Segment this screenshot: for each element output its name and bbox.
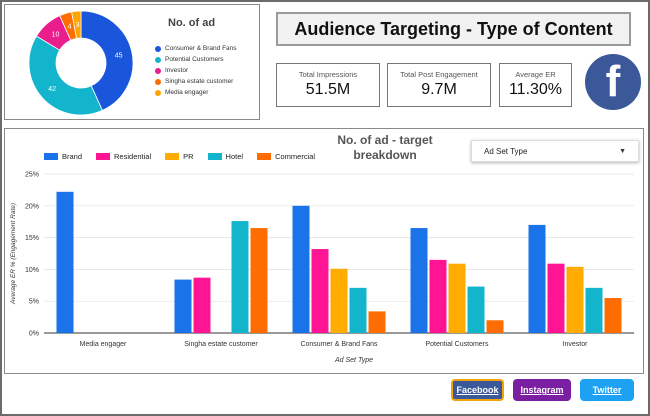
dropdown-label: Ad Set Type — [484, 146, 528, 156]
kpi-value: 11.30% — [508, 81, 563, 98]
donut-legend: Consumer & Brand Fans Potential Customers… — [155, 43, 237, 98]
legend-swatch — [155, 89, 161, 96]
bar-legend-item: Hotel — [207, 152, 244, 161]
donut-legend-item: Media engager — [155, 87, 237, 98]
bar — [528, 224, 546, 333]
legend-label: PR — [183, 152, 194, 161]
donut-legend-item: Singha estate customer — [155, 76, 237, 87]
y-tick-label: 5% — [29, 299, 39, 306]
x-tick-label: Investor — [563, 341, 589, 348]
bar — [585, 287, 603, 333]
legend-label: Brand — [62, 152, 83, 161]
bar — [410, 228, 428, 333]
bar — [429, 259, 447, 333]
bar-legend-item: Brand — [44, 152, 82, 161]
bar-legend-item: Commercial — [257, 152, 315, 161]
donut-title: No. of ad — [168, 17, 216, 29]
facebook-button[interactable]: Facebook — [451, 379, 504, 401]
y-tick-label: 20% — [25, 203, 39, 210]
chart-title-line: breakdown — [353, 148, 417, 162]
chevron-down-icon: ▼ — [619, 148, 626, 155]
legend-swatch — [257, 153, 272, 160]
bar — [231, 221, 249, 333]
bar-chart-legend: Brand Residential PR Hotel Commercial — [44, 152, 329, 161]
bar — [486, 320, 504, 333]
bar — [174, 279, 192, 333]
legend-label: Media engager — [165, 89, 209, 96]
legend-swatch — [207, 153, 222, 160]
kpi-label: Total Post Engagement — [400, 70, 478, 79]
legend-swatch — [155, 56, 161, 63]
bar — [547, 263, 565, 333]
legend-label: Hotel — [225, 152, 244, 161]
y-tick-label: 25% — [25, 172, 39, 179]
y-tick-label: 15% — [25, 235, 39, 242]
donut-legend-item: Consumer & Brand Fans — [155, 43, 237, 54]
legend-label: Potential Customers — [165, 56, 224, 63]
kpi-total-impressions: Total Impressions 51.5M — [276, 63, 380, 107]
x-tick-label: Potential Customers — [425, 341, 489, 348]
x-axis-label: Ad Set Type — [334, 357, 373, 364]
bar — [250, 228, 268, 333]
legend-label: Consumer & Brand Fans — [165, 45, 237, 52]
donut-slice-label: 42 — [48, 86, 56, 93]
bar — [311, 249, 329, 333]
bar — [368, 311, 386, 333]
x-tick-label: Consumer & Brand Fans — [300, 341, 378, 348]
legend-label: Residential — [114, 152, 152, 161]
donut-slice-label: 3 — [76, 22, 80, 29]
donut-legend-item: Investor — [155, 65, 237, 76]
ad-set-type-dropdown[interactable]: Ad Set Type ▼ — [471, 140, 639, 162]
kpi-value: 9.7M — [421, 81, 457, 98]
bar — [193, 277, 211, 333]
y-tick-label: 10% — [25, 267, 39, 274]
donut-slice-label: 45 — [115, 52, 123, 59]
bar-legend-item: PR — [165, 152, 194, 161]
kpi-average-er: Average ER 11.30% — [499, 63, 572, 107]
bar-legend-item: Residential — [96, 152, 151, 161]
legend-swatch — [155, 67, 161, 74]
legend-label: Singha estate customer — [165, 78, 234, 85]
legend-label: Investor — [165, 67, 189, 74]
donut-slice-label: 10 — [52, 32, 60, 39]
kpi-label: Average ER — [515, 70, 556, 79]
bar — [56, 191, 74, 333]
donut-chart: 45 42 10 4 3 — [28, 10, 134, 116]
bar — [349, 287, 367, 333]
bar — [330, 268, 348, 333]
donut-slice — [71, 10, 82, 39]
legend-label: Commercial — [275, 152, 316, 161]
legend-swatch — [165, 153, 180, 160]
bar — [448, 263, 466, 333]
bar — [467, 286, 485, 333]
kpi-label: Total Impressions — [298, 70, 358, 79]
chart-title-line: No. of ad - target — [337, 133, 433, 147]
bar — [604, 298, 622, 333]
legend-swatch — [155, 78, 161, 85]
ad-count-donut-panel: 45 42 10 4 3 No. of ad Consumer & Brand Fans… — [4, 4, 260, 120]
donut-legend-item: Potential Customers — [155, 54, 237, 65]
bar — [292, 205, 310, 333]
legend-swatch — [44, 153, 58, 160]
bar — [566, 266, 584, 333]
facebook-logo-icon: f — [585, 54, 641, 110]
legend-swatch — [96, 153, 111, 160]
kpi-total-post-engagement: Total Post Engagement 9.7M — [387, 63, 491, 107]
y-axis-label: Average ER % (Engagement Rate) — [10, 203, 17, 305]
donut-slice — [28, 35, 103, 116]
chart-title: No. of ad - target breakdown — [330, 133, 440, 163]
instagram-button[interactable]: Instagram — [513, 379, 571, 401]
donut-slice-label: 4 — [68, 24, 72, 31]
y-tick-label: 0% — [29, 331, 39, 338]
legend-swatch — [155, 45, 161, 52]
twitter-button[interactable]: Twitter — [580, 379, 634, 401]
kpi-value: 51.5M — [305, 81, 351, 98]
x-tick-label: Media engager — [80, 341, 127, 348]
x-tick-label: Singha estate customer — [184, 341, 258, 348]
donut-slice — [80, 10, 134, 111]
page-title: Audience Targeting - Type of Content — [276, 12, 631, 46]
